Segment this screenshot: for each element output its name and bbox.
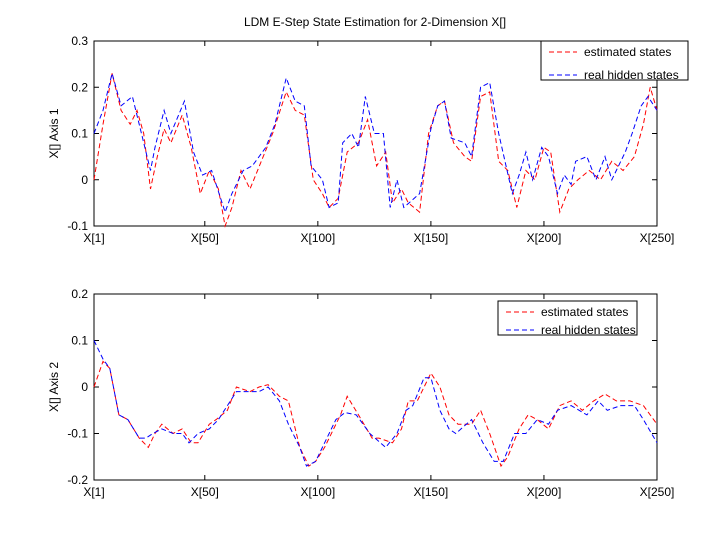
y-tick-label: -0.1	[67, 427, 88, 441]
x-tick-label: X[100]	[300, 231, 335, 245]
x-tick-label: X[200]	[527, 231, 562, 245]
x-tick-label: X[100]	[300, 485, 335, 499]
x-tick-label: X[250]	[640, 485, 675, 499]
x-tick-label: X[50]	[191, 231, 219, 245]
y-tick-label: -0.2	[67, 473, 88, 487]
series-line-real-hidden-states	[93, 71, 658, 214]
x-tick-label: X[1]	[83, 485, 104, 499]
x-tick-label: X[1]	[83, 231, 104, 245]
axes-top: X[1] X[50] X[100] X[150] X[200] X[250] -0.1 0 0.…	[47, 34, 689, 245]
legend-box	[497, 300, 638, 336]
x-tick-label: X[200]	[527, 485, 562, 499]
y-tick-label: 0.3	[71, 34, 88, 48]
y-tick-label: 0	[81, 173, 88, 187]
y-tick-label: 0.1	[71, 127, 88, 141]
y-tick-label: -0.1	[67, 219, 88, 233]
y-axis-label: X[] Axis 1	[47, 108, 61, 158]
y-tick-label: 0.2	[71, 80, 88, 94]
series-line-real-hidden-states	[93, 340, 658, 467]
legend-label: real hidden states	[584, 68, 679, 82]
x-tick-label: X[150]	[414, 485, 449, 499]
series-line-estimated-states	[93, 360, 658, 468]
y-tick-label: 0.2	[71, 287, 88, 301]
legend-label: estimated states	[541, 305, 628, 319]
legend-label: real hidden states	[541, 323, 636, 337]
series-line-estimated-states	[93, 73, 658, 228]
x-tick-label: X[150]	[414, 231, 449, 245]
legend-box	[540, 40, 689, 81]
chart-title: LDM E-Step State Estimation for 2-Dimens…	[244, 15, 506, 29]
y-tick-label: 0	[81, 380, 88, 394]
axes-bottom: X[1] X[50] X[100] X[150] X[200] X[250] -0.2 -0.…	[47, 287, 674, 499]
x-tick-label: X[50]	[191, 485, 219, 499]
legend-label: estimated states	[584, 45, 671, 59]
x-tick-label: X[250]	[640, 231, 675, 245]
y-tick-label: 0.1	[71, 334, 88, 348]
y-axis-label: X[] Axis 2	[47, 362, 61, 412]
